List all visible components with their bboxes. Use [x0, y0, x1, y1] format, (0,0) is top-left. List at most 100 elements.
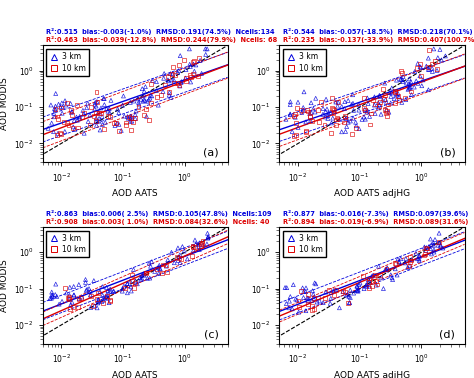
Point	[307, 110, 315, 116]
Point	[341, 99, 348, 105]
Point	[138, 86, 146, 92]
Point	[70, 292, 78, 298]
Point	[397, 68, 404, 74]
Point	[170, 64, 177, 70]
Point	[346, 118, 354, 124]
Point	[330, 107, 338, 113]
Point	[367, 110, 374, 116]
Point	[86, 288, 94, 294]
Point	[143, 270, 150, 276]
Point	[95, 115, 103, 121]
Point	[68, 109, 75, 115]
Point	[321, 296, 328, 302]
Point	[90, 277, 98, 284]
Point	[188, 253, 196, 259]
Point	[202, 51, 210, 57]
Point	[359, 273, 367, 279]
Point	[196, 57, 204, 64]
Point	[127, 116, 134, 122]
Point	[340, 119, 347, 125]
Point	[154, 266, 161, 272]
Legend: 3 km, 10 km: 3 km, 10 km	[46, 231, 89, 257]
Point	[370, 97, 377, 103]
Point	[96, 127, 104, 133]
Point	[341, 106, 348, 112]
Point	[52, 106, 59, 112]
Point	[330, 110, 337, 116]
Point	[314, 294, 321, 301]
Point	[435, 230, 443, 236]
Point	[141, 98, 148, 104]
Point	[383, 113, 391, 119]
Point	[80, 111, 88, 117]
Point	[100, 96, 107, 102]
Point	[62, 285, 69, 291]
Point	[395, 94, 402, 100]
Point	[93, 89, 100, 95]
Y-axis label: AOD MODIS: AOD MODIS	[0, 259, 9, 312]
Point	[93, 296, 100, 302]
Text: R²:0.877  bias:-0.016(-7.3%)  RMSD:0.097(39.6%): R²:0.877 bias:-0.016(-7.3%) RMSD:0.097(3…	[283, 210, 469, 217]
Point	[426, 67, 433, 73]
Point	[365, 277, 372, 283]
Text: (c): (c)	[203, 329, 219, 339]
Point	[364, 108, 372, 114]
Point	[379, 86, 387, 92]
Point	[349, 115, 357, 121]
Point	[374, 282, 381, 288]
Point	[144, 275, 151, 281]
Point	[345, 98, 352, 104]
Point	[176, 252, 183, 258]
Point	[53, 132, 61, 138]
Point	[311, 280, 319, 286]
Point	[56, 130, 64, 136]
Point	[308, 307, 316, 313]
Point	[175, 256, 183, 262]
Point	[315, 119, 322, 125]
Point	[395, 98, 403, 104]
Point	[199, 238, 206, 244]
Point	[48, 289, 55, 295]
Point	[363, 284, 371, 290]
Point	[135, 101, 143, 107]
Point	[412, 78, 420, 84]
Point	[127, 127, 134, 133]
Point	[437, 243, 444, 249]
Point	[195, 242, 202, 248]
Point	[91, 106, 99, 112]
Point	[334, 99, 342, 105]
Point	[346, 299, 354, 305]
Point	[289, 306, 296, 312]
Point	[100, 295, 107, 301]
Point	[115, 110, 123, 116]
Text: (a): (a)	[203, 148, 219, 158]
Point	[294, 99, 302, 105]
Point	[306, 113, 313, 119]
Point	[394, 256, 402, 262]
Point	[153, 88, 160, 94]
Point	[164, 257, 172, 263]
Point	[425, 46, 432, 53]
Point	[92, 115, 100, 121]
Point	[124, 290, 131, 296]
Point	[186, 46, 193, 52]
Point	[352, 119, 359, 125]
Point	[407, 254, 414, 260]
Point	[71, 126, 79, 132]
Point	[93, 305, 101, 311]
Point	[310, 295, 318, 301]
Point	[401, 260, 409, 266]
Point	[73, 114, 80, 120]
Point	[385, 109, 392, 115]
Point	[332, 122, 340, 128]
Point	[416, 73, 424, 79]
Point	[134, 96, 141, 102]
Point	[169, 71, 176, 77]
Point	[360, 114, 368, 120]
Point	[94, 300, 101, 306]
Point	[204, 235, 212, 241]
Point	[430, 46, 438, 52]
Point	[328, 290, 335, 296]
Point	[362, 107, 369, 113]
Point	[392, 91, 400, 97]
